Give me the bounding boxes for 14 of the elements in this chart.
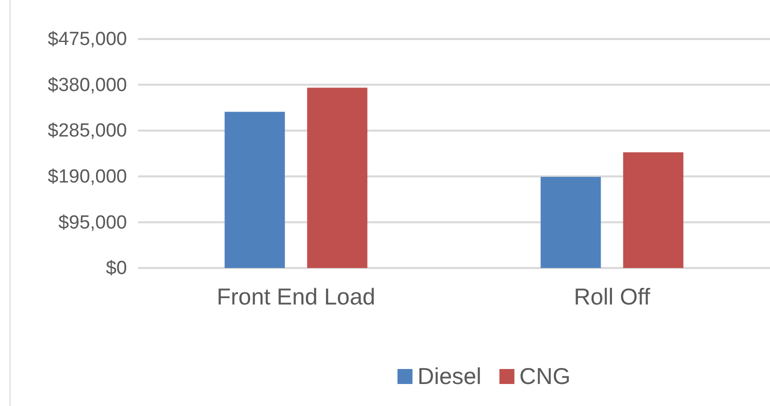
y-tick-label: $0 xyxy=(106,258,127,280)
bar xyxy=(307,88,368,268)
bar xyxy=(224,112,285,268)
legend-label: CNG xyxy=(519,363,571,389)
y-tick-label: $95,000 xyxy=(58,212,127,234)
x-tick-label: Roll Off xyxy=(574,283,651,310)
y-tick-label: $285,000 xyxy=(48,120,127,142)
y-tick-label: $190,000 xyxy=(48,166,127,188)
x-tick-label: Front End Load xyxy=(216,283,376,310)
bar xyxy=(623,152,684,268)
y-tick-label: $475,000 xyxy=(48,29,127,50)
bar xyxy=(540,176,601,268)
legend-label: Diesel xyxy=(417,363,482,389)
y-tick-label: $380,000 xyxy=(48,74,127,96)
